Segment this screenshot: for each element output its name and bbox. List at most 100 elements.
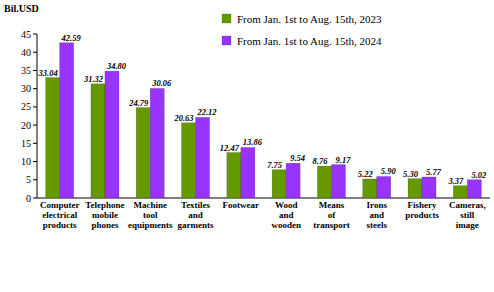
bar — [317, 166, 331, 198]
label-line: mobile — [92, 210, 118, 220]
y-tick — [33, 88, 37, 89]
x-tick-label: Footwear — [223, 200, 259, 210]
data-label: 12.47 — [220, 143, 240, 153]
label-line: and — [369, 210, 384, 220]
y-tick-label: 45 — [21, 29, 31, 40]
bars — [46, 43, 482, 198]
bar — [182, 123, 196, 198]
data-labels: 33.0431.3224.7920.6312.477.758.765.225.3… — [38, 33, 487, 186]
bar — [105, 71, 119, 198]
data-label: 5.30 — [403, 169, 419, 179]
data-label: 5.22 — [358, 169, 374, 179]
y-tick-label: 0 — [26, 193, 31, 204]
label-line: wooden — [271, 220, 301, 230]
x-tick-label: Textilesandgarments — [178, 200, 214, 230]
data-label: 5.77 — [426, 167, 442, 177]
label-line: of — [328, 210, 337, 220]
data-label: 5.90 — [381, 166, 397, 176]
x-tick-label: Meansoftransport — [313, 200, 350, 230]
bar — [272, 170, 286, 198]
legend-label: From Jan. 1st to Aug. 15th, 2023 — [237, 13, 382, 25]
bar — [467, 180, 481, 198]
x-tick-label: Telephonemobilephones — [85, 200, 124, 230]
label-line: Wood — [275, 200, 298, 210]
bar — [136, 108, 150, 198]
label-line: products — [405, 210, 439, 220]
data-label: 9.17 — [336, 155, 352, 165]
y-tick — [33, 161, 37, 162]
bar — [241, 147, 255, 198]
x-tick-label: Cameras,stillimage — [449, 200, 486, 230]
legend-swatch — [222, 36, 231, 45]
bar — [227, 153, 241, 198]
y-tick-label: 5 — [26, 174, 31, 185]
label-line: and — [188, 210, 203, 220]
x-tick-label: Computerelectricalproducts — [40, 200, 80, 230]
data-label: 33.04 — [38, 68, 58, 78]
y-tick — [33, 52, 37, 53]
y-tick-label: 35 — [21, 65, 31, 76]
label-line: electrical — [42, 210, 77, 220]
x-tick-label: Woodandwooden — [271, 200, 301, 230]
data-label: 31.32 — [83, 74, 104, 84]
bar — [408, 179, 422, 198]
y-tick-label: 30 — [21, 83, 31, 94]
label-line: Computer — [40, 200, 80, 210]
label-line: Textiles — [181, 200, 211, 210]
bar — [363, 179, 377, 198]
data-label: 13.86 — [243, 137, 263, 147]
y-tick — [33, 143, 37, 144]
bar — [377, 176, 391, 198]
y-tick — [33, 125, 37, 126]
bar — [150, 88, 164, 198]
data-label: 42.59 — [61, 33, 82, 43]
y-axis-label: Bil.USD — [4, 3, 39, 14]
y-tick-label: 10 — [21, 156, 31, 167]
data-label: 22.12 — [196, 107, 217, 117]
y-tick — [33, 70, 37, 71]
label-line: image — [456, 220, 479, 230]
data-label: 8.76 — [313, 156, 329, 166]
data-label: 9.54 — [290, 153, 305, 163]
bar — [91, 84, 105, 198]
data-label: 24.79 — [128, 98, 149, 108]
bar — [60, 43, 74, 198]
x-tick-label: Machinetoolequipments — [128, 200, 173, 230]
y-tick-label: 15 — [21, 138, 31, 149]
x-tick-label: Fisheryproducts — [405, 200, 439, 220]
label-line: Footwear — [223, 200, 259, 210]
bar — [331, 165, 345, 198]
label-line: and — [279, 210, 294, 220]
bar — [196, 117, 210, 198]
y-tick — [33, 34, 37, 35]
data-label: 20.63 — [173, 113, 194, 123]
bar — [46, 78, 60, 198]
data-label: 34.80 — [106, 61, 127, 71]
label-line: Means — [319, 200, 345, 210]
label-line: phones — [91, 220, 119, 230]
bar — [286, 163, 300, 198]
label-line: Machine — [134, 200, 168, 210]
legend-label: From Jan. 1st to Aug. 15th, 2024 — [237, 35, 382, 47]
label-line: garments — [178, 220, 214, 230]
data-label: 5.02 — [471, 170, 487, 180]
y-tick — [33, 179, 37, 180]
y-tick — [33, 198, 37, 199]
label-line: Cameras, — [449, 200, 486, 210]
y-tick-label: 20 — [21, 120, 31, 131]
legend-swatch — [222, 14, 231, 23]
y-tick-label: 40 — [21, 47, 31, 58]
y-tick-label: 25 — [21, 101, 31, 112]
label-line: tool — [143, 210, 158, 220]
bar — [422, 177, 436, 198]
y-axis — [37, 34, 38, 198]
label-line: Fishery — [408, 200, 437, 210]
y-tick — [33, 106, 37, 107]
label-line: equipments — [128, 220, 173, 230]
label-line: products — [43, 220, 77, 230]
label-line: Telephone — [85, 200, 124, 210]
chart: Bil.USD 0 5 10 15 20 25 30 35 40 45 33.04 31.32 24.79… — [0, 0, 494, 292]
bar — [453, 186, 467, 198]
label-line: Irons — [367, 200, 388, 210]
label-line: transport — [313, 220, 350, 230]
